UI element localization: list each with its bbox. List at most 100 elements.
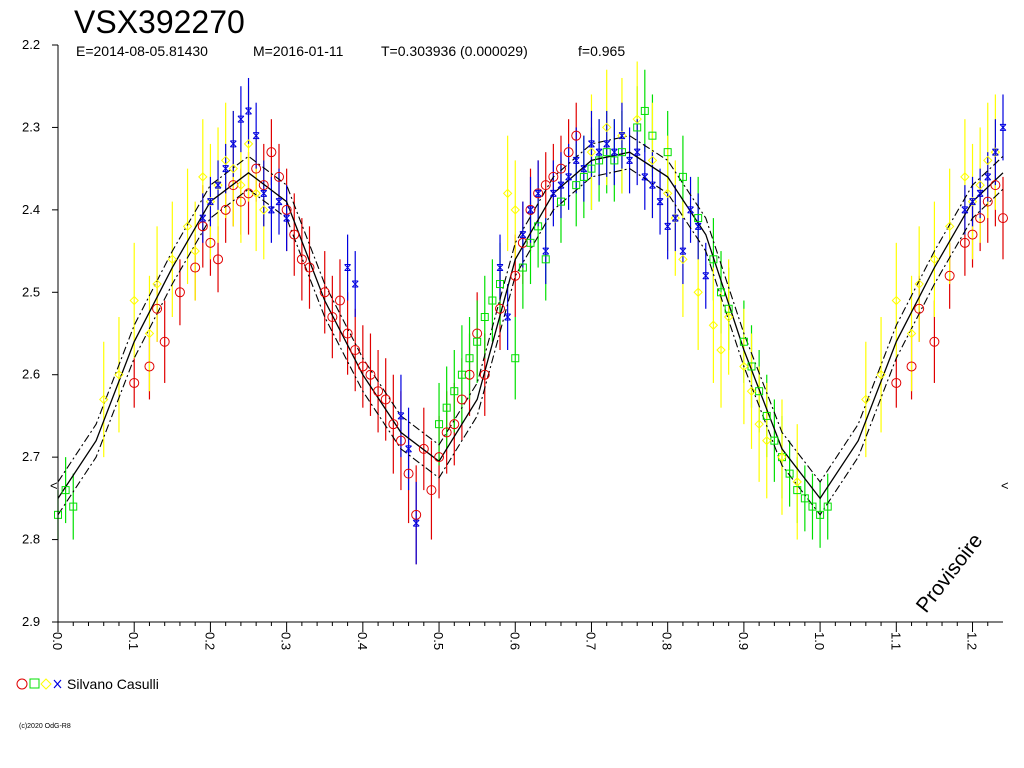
data-point-yellow — [632, 114, 642, 124]
data-point-yellow — [693, 287, 703, 297]
data-point-red — [434, 452, 445, 463]
data-point-red — [418, 443, 429, 454]
data-point-yellow — [236, 180, 246, 190]
data-point-green — [717, 288, 726, 297]
x-tick-label: 0.0 — [50, 632, 65, 650]
data-point-blue — [618, 132, 626, 140]
f-label: f=0.965 — [578, 43, 625, 59]
y-tick-label: 2.4 — [22, 202, 40, 217]
data-point-blue — [496, 264, 504, 272]
data-point-red — [235, 196, 246, 207]
x-axis-ticks: 0.0 0.1 0.2 0.3 0.4 0.5 0.6 0.7 0.8 0.9 1.0 1.1 1.2 — [50, 622, 989, 650]
data-point-green — [648, 131, 657, 140]
data-point-green — [496, 280, 505, 289]
data-point-red — [495, 303, 506, 314]
data-point-red — [571, 130, 582, 141]
data-point-red — [388, 419, 399, 430]
data-point-green — [480, 313, 489, 322]
data-point-red — [190, 262, 201, 273]
data-point-red — [373, 386, 384, 397]
x-tick-label: 0.4 — [355, 632, 370, 650]
data-point-blue — [626, 156, 633, 164]
data-point-yellow — [510, 205, 520, 215]
data-point-green — [465, 354, 474, 363]
epoch-label: E=2014-08-05.81430 — [76, 43, 208, 59]
data-point-yellow — [754, 419, 764, 429]
data-point-red — [449, 419, 460, 430]
data-point-green — [785, 469, 794, 478]
legend-green-square-icon — [29, 678, 40, 689]
data-point-blue — [550, 189, 557, 197]
data-point-green — [739, 337, 748, 346]
data-point-green — [61, 486, 70, 495]
data-point-blue — [283, 214, 290, 222]
copyright-label: (c)2020 OdG-R8 — [19, 723, 71, 730]
data-point-yellow — [975, 180, 985, 190]
data-point-yellow — [182, 221, 193, 232]
data-point-red — [319, 287, 330, 298]
data-point-red — [944, 270, 955, 281]
data-point-blue — [405, 445, 412, 453]
data-point-green — [678, 172, 687, 181]
data-point-green — [709, 255, 718, 264]
data-point-red — [914, 303, 925, 314]
data-point-yellow — [983, 155, 993, 166]
x-tick-label: 1.1 — [888, 632, 903, 650]
data-point-yellow — [152, 279, 162, 289]
x-tick-label: 0.5 — [431, 632, 446, 650]
x-tick-label: 0.9 — [736, 632, 751, 650]
data-point-yellow — [960, 172, 970, 182]
fit-curve-upper-band — [57, 135, 1004, 483]
data-point-yellow — [944, 221, 955, 232]
data-point-green — [587, 164, 596, 173]
y-tick-label: 2.6 — [22, 367, 40, 382]
data-point-red — [959, 237, 970, 248]
data-point-yellow — [762, 435, 772, 446]
data-point-blue — [572, 156, 580, 164]
data-point-red — [281, 204, 292, 215]
data-point-red — [510, 270, 521, 281]
data-point-blue — [565, 173, 572, 181]
data-point-blue — [649, 181, 656, 189]
data-point-yellow — [114, 370, 124, 380]
data-point-yellow — [967, 196, 978, 207]
data-point-green — [762, 411, 771, 420]
data-point-green — [610, 156, 619, 165]
data-point-yellow — [205, 196, 216, 207]
y-tick-label: 2.9 — [22, 614, 40, 629]
data-point-green — [518, 263, 527, 272]
data-point-red — [990, 180, 1001, 191]
data-point-yellow — [670, 213, 681, 223]
data-point-blue — [542, 247, 550, 255]
data-point-yellow — [723, 312, 734, 322]
data-point-yellow — [213, 180, 223, 190]
data-point-green — [602, 148, 611, 157]
plot-area — [54, 61, 1008, 565]
data-point-green — [534, 222, 543, 231]
data-point-blue — [229, 140, 237, 148]
data-point-blue — [351, 280, 359, 288]
data-point-blue — [984, 173, 992, 181]
data-point-yellow — [586, 147, 597, 157]
data-point-green — [633, 123, 642, 132]
data-point-red — [296, 254, 307, 265]
data-point-red — [144, 361, 155, 372]
data-point-blue — [397, 412, 405, 420]
y-tick-label: 2.8 — [22, 532, 40, 547]
data-point-green — [572, 181, 581, 190]
data-point-yellow — [167, 254, 178, 265]
data-point-yellow — [914, 279, 924, 289]
x-tick-label: 1.0 — [812, 632, 827, 650]
data-point-red — [479, 369, 490, 380]
data-point-red — [540, 180, 551, 191]
data-point-yellow — [144, 328, 155, 339]
data-point-blue — [344, 264, 351, 272]
data-point-blue — [214, 181, 222, 189]
data-point-red — [998, 213, 1008, 224]
data-point-green — [808, 502, 817, 511]
data-point-yellow — [647, 155, 658, 166]
data-point-yellow — [259, 205, 269, 215]
data-point-blue — [519, 231, 527, 239]
chart-title: VSX392270 — [74, 4, 245, 40]
